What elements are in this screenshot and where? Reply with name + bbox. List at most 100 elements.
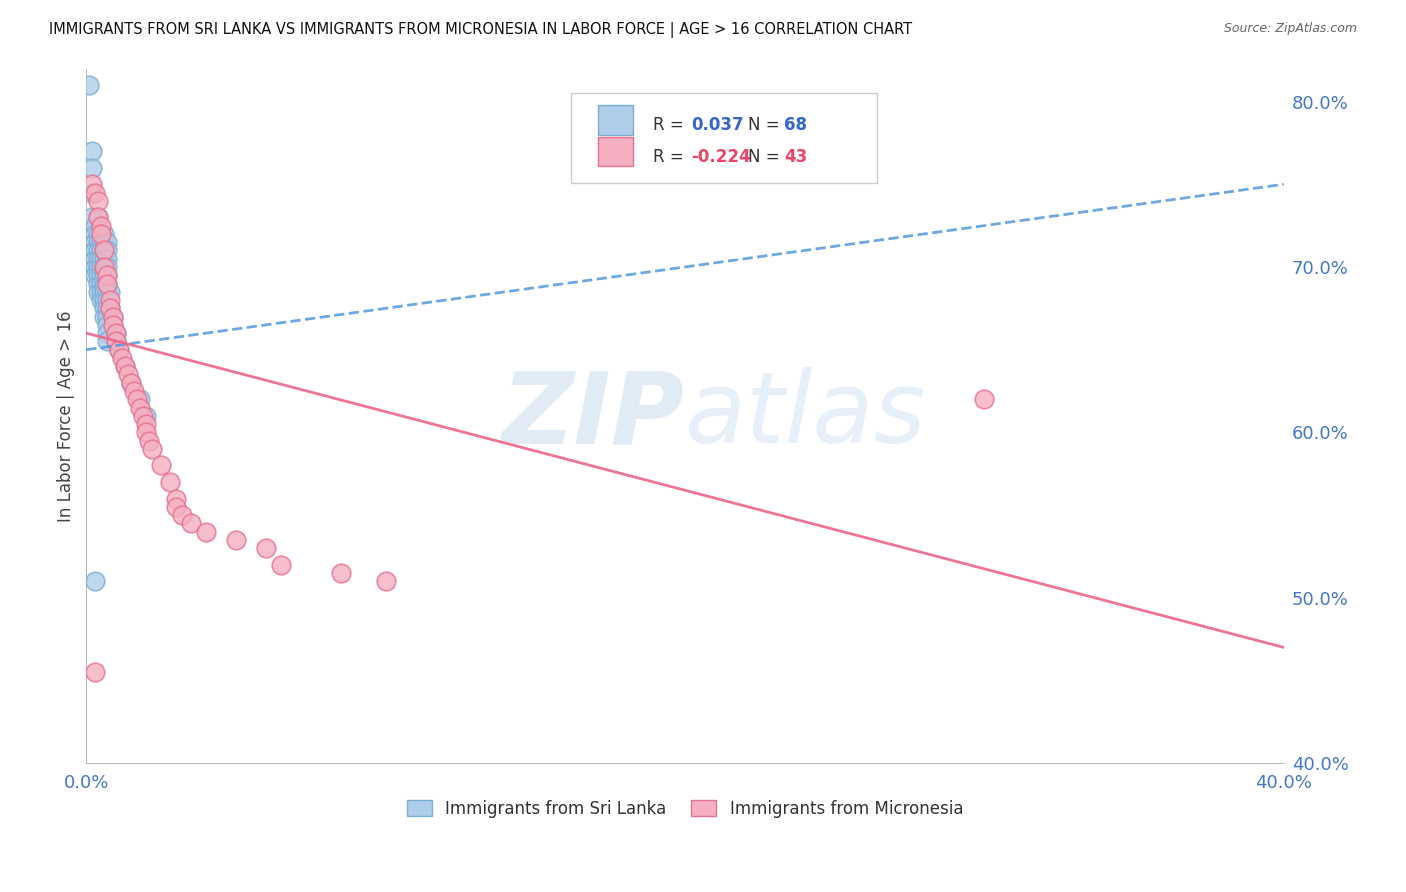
Y-axis label: In Labor Force | Age > 16: In Labor Force | Age > 16 <box>58 310 75 522</box>
Point <box>108 343 131 357</box>
Point <box>90 227 112 241</box>
Point <box>270 558 292 572</box>
Point <box>84 186 107 200</box>
Point <box>127 392 149 407</box>
Point <box>93 235 115 249</box>
Point <box>84 252 107 266</box>
Point <box>103 310 125 324</box>
Point <box>96 268 118 283</box>
FancyBboxPatch shape <box>598 105 634 135</box>
Point <box>87 277 110 291</box>
Point <box>87 235 110 249</box>
Point <box>84 268 107 283</box>
Point <box>82 145 104 159</box>
Point <box>165 491 187 506</box>
Point <box>135 425 157 440</box>
Point <box>96 235 118 249</box>
Point <box>374 574 396 589</box>
Point <box>103 318 125 332</box>
Point <box>90 227 112 241</box>
Point <box>84 235 107 249</box>
Point <box>120 376 142 390</box>
Point <box>132 409 155 423</box>
Text: 68: 68 <box>785 116 807 134</box>
Point <box>96 310 118 324</box>
Point <box>93 244 115 258</box>
Text: atlas: atlas <box>685 368 927 465</box>
Point <box>93 285 115 299</box>
Point <box>96 326 118 340</box>
Text: ZIP: ZIP <box>502 368 685 465</box>
Point <box>93 310 115 324</box>
Point <box>96 277 118 291</box>
Text: R =: R = <box>652 148 683 166</box>
Point <box>90 219 112 233</box>
Point <box>93 301 115 316</box>
Point <box>105 334 128 349</box>
Point <box>111 351 134 365</box>
Point <box>93 260 115 274</box>
Point <box>114 359 136 374</box>
Point <box>254 541 277 555</box>
Point <box>114 359 136 374</box>
Point <box>329 566 352 580</box>
Point <box>225 533 247 547</box>
Point <box>90 260 112 274</box>
Point <box>90 252 112 266</box>
Point <box>135 409 157 423</box>
Point <box>87 211 110 225</box>
Point <box>90 268 112 283</box>
Point <box>87 268 110 283</box>
Point <box>103 310 125 324</box>
Point <box>105 326 128 340</box>
Point <box>98 301 121 316</box>
Point <box>159 475 181 489</box>
Text: 43: 43 <box>785 148 807 166</box>
Point <box>87 227 110 241</box>
Point <box>96 252 118 266</box>
Point <box>180 516 202 531</box>
Point <box>93 277 115 291</box>
Point <box>87 194 110 208</box>
Point <box>79 78 101 92</box>
Text: N =: N = <box>748 116 780 134</box>
Point <box>117 368 139 382</box>
Point <box>93 293 115 307</box>
Point <box>96 260 118 274</box>
Point <box>98 293 121 307</box>
Text: -0.224: -0.224 <box>690 148 751 166</box>
Text: R =: R = <box>652 116 683 134</box>
Point <box>93 252 115 266</box>
Point <box>87 285 110 299</box>
Point <box>93 268 115 283</box>
Point <box>90 277 112 291</box>
Text: 0.037: 0.037 <box>690 116 744 134</box>
Point <box>103 318 125 332</box>
Point <box>87 252 110 266</box>
Text: Source: ZipAtlas.com: Source: ZipAtlas.com <box>1223 22 1357 36</box>
Point <box>82 211 104 225</box>
Text: N =: N = <box>748 148 780 166</box>
Point <box>96 301 118 316</box>
Point <box>138 434 160 448</box>
Point <box>84 227 107 241</box>
Point <box>135 417 157 431</box>
Point <box>82 161 104 175</box>
Point <box>96 318 118 332</box>
Point <box>96 334 118 349</box>
FancyBboxPatch shape <box>598 137 634 167</box>
Point <box>973 392 995 407</box>
Point <box>84 219 107 233</box>
FancyBboxPatch shape <box>571 93 876 183</box>
Point <box>165 500 187 514</box>
Point <box>84 260 107 274</box>
Point <box>96 244 118 258</box>
Point <box>82 178 104 192</box>
Point <box>93 263 115 277</box>
Point <box>90 235 112 249</box>
Point <box>87 244 110 258</box>
Point <box>90 293 112 307</box>
Point <box>93 227 115 241</box>
Point <box>82 186 104 200</box>
Point <box>87 260 110 274</box>
